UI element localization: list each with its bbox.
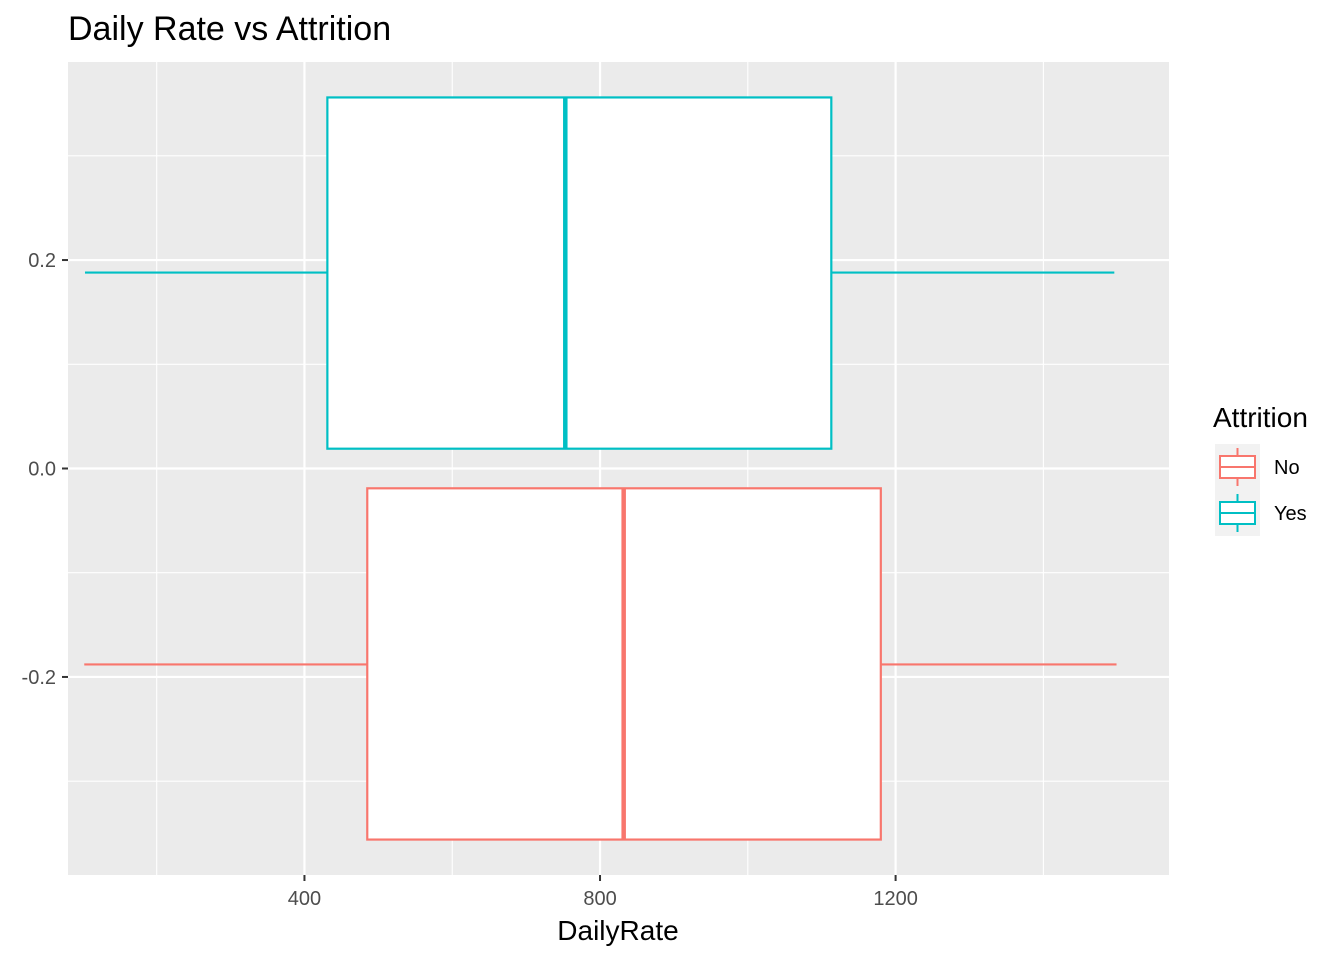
- legend: Attrition No Yes: [1213, 402, 1308, 536]
- legend-label-no: No: [1274, 457, 1300, 479]
- x-axis-title: DailyRate: [557, 915, 678, 946]
- x-axis: 400 800 1200: [288, 875, 918, 910]
- x-tick-label: 400: [288, 888, 321, 910]
- y-axis: 0.2 0.0 -0.2: [22, 250, 68, 689]
- box-series: [84, 96, 1117, 841]
- legend-title: Attrition: [1213, 402, 1308, 433]
- y-tick-label: -0.2: [22, 667, 56, 689]
- box-yes: [84, 96, 1115, 450]
- y-tick-label: 0.0: [28, 459, 56, 481]
- box-no: [84, 487, 1117, 841]
- y-tick-label: 0.2: [28, 250, 56, 272]
- box-body: [326, 96, 833, 450]
- legend-label-yes: Yes: [1274, 503, 1307, 525]
- x-tick-label: 800: [583, 888, 616, 910]
- chart-title: Daily Rate vs Attrition: [68, 10, 391, 48]
- x-tick-label: 1200: [873, 888, 918, 910]
